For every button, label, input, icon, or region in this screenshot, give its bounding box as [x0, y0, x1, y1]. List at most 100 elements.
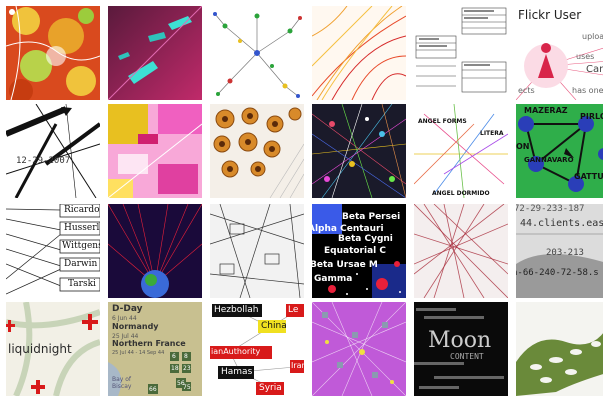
- tile-ip-addresses[interactable]: 72-29-233-187 44.clients.eas 203-213 a-6…: [516, 204, 603, 298]
- philosophers-thumbnail: [6, 204, 100, 298]
- philosopher-4: Darwin: [64, 259, 98, 269]
- org-6: Hamas: [221, 367, 253, 377]
- flickr-word-upload: upload: [582, 32, 603, 41]
- tile-pink-blocks[interactable]: [108, 104, 202, 198]
- teal-shards-thumbnail: [108, 6, 202, 100]
- tile-liquidnight[interactable]: liquidnight: [6, 302, 100, 396]
- org-4: ianAuthority: [211, 347, 261, 356]
- star-1: Beta Persei: [342, 212, 401, 222]
- green-sculpture-thumbnail: [516, 302, 603, 396]
- dday-note: Bay of Biscay: [112, 376, 132, 390]
- tile-teal-shards[interactable]: [108, 6, 202, 100]
- angel-graph-thumbnail: [414, 104, 508, 198]
- red-curves-thumbnail: [312, 6, 406, 100]
- flickr-title: Flickr User: [518, 8, 582, 22]
- heatmap-thumbnail: [6, 6, 100, 100]
- player-5: ON: [516, 142, 530, 151]
- tile-moon-text[interactable]: Moon CONTENT: [414, 302, 508, 396]
- ip-2: 44.clients.eas: [520, 218, 603, 229]
- tile-star-names[interactable]: Beta Persei Alpha Centauri Beta Cygni Eq…: [312, 204, 406, 298]
- star-4: Equatorial C: [324, 246, 386, 256]
- document-form-thumbnail: [414, 6, 508, 100]
- tile-gray-sketch[interactable]: [210, 204, 304, 298]
- ip-addresses-thumbnail: [516, 204, 603, 298]
- dday-title: D-Day: [112, 304, 143, 314]
- tile-red-curves[interactable]: [312, 6, 406, 100]
- philosopher-1: Ricardo: [64, 205, 100, 215]
- flickr-word-hasone: has one: [572, 86, 603, 95]
- star-5: Beta Ursae M: [312, 260, 378, 270]
- tile-flickr-user[interactable]: Flickr User upload uses Came has one ect…: [516, 6, 603, 100]
- flickr-word-came: Came: [586, 64, 603, 75]
- star-6: Gamma: [314, 274, 353, 284]
- purple-mesh-thumbnail: [312, 302, 406, 396]
- dday-badge-6: 66: [149, 386, 157, 393]
- tile-purple-mesh[interactable]: [312, 302, 406, 396]
- moon-word: Moon: [428, 328, 492, 353]
- player-4: GATTU: [574, 172, 603, 181]
- ip-4: a-66-240-72-58.s: [516, 268, 599, 278]
- tile-org-network[interactable]: Hezbollah Le China ianAuthority Iran Ham…: [210, 302, 304, 396]
- dday-map-thumbnail: [108, 302, 202, 396]
- timeline-date: 12-29-2007: [16, 156, 71, 166]
- org-2: Le: [288, 305, 299, 315]
- soccer-network-thumbnail: [516, 104, 603, 198]
- dday-date2: 25 Jul 44: [112, 333, 139, 340]
- gray-sketch-thumbnail: [210, 204, 304, 298]
- tile-tree-network[interactable]: [210, 6, 304, 100]
- tile-philosophers[interactable]: Ricardo Husserl Wittgenstei Darwin Tarsk…: [6, 204, 100, 298]
- red-globe-thumbnail: [108, 204, 202, 298]
- graph-label-c: LITERA: [480, 130, 504, 137]
- tile-timeline-arrows[interactable]: 12-29-2007: [6, 104, 100, 198]
- tile-sunflowers[interactable]: [210, 104, 304, 198]
- player-3: GANNAVARO: [524, 156, 574, 164]
- red-diagonals-thumbnail: [414, 204, 508, 298]
- player-1: MAZERAZ: [524, 106, 568, 115]
- dday-place2: Northern France: [112, 339, 186, 348]
- star-2: Alpha Centauri: [312, 224, 384, 234]
- tile-red-diagonals[interactable]: [414, 204, 508, 298]
- dday-badge-7: 75: [183, 384, 191, 391]
- org-5: Iran: [291, 361, 304, 370]
- player-2: PIRLO: [580, 112, 603, 121]
- dday-badge-4: 23: [183, 365, 191, 372]
- org-network-thumbnail: [210, 302, 304, 396]
- philosopher-3: Wittgenstei: [62, 241, 100, 251]
- star-names-thumbnail: [312, 204, 406, 298]
- graph-label-b: ANGEL DORMIDO: [432, 190, 490, 197]
- flickr-word-ects: ects: [518, 86, 535, 95]
- ip-1: 72-29-233-187: [516, 204, 585, 214]
- tile-angel-graph[interactable]: ANGEL FORMS LITERA ANGEL DORMIDO: [414, 104, 508, 198]
- org-7: Syria: [259, 383, 282, 393]
- tile-heatmap[interactable]: [6, 6, 100, 100]
- graph-label-a: ANGEL FORMS: [418, 118, 467, 125]
- tree-network-thumbnail: [210, 6, 304, 100]
- dday-badge-2: 8: [184, 353, 188, 360]
- tile-soccer-network[interactable]: MAZERAZ PIRLO GANNAVARO GATTU ON: [516, 104, 603, 198]
- dday-badge-5: 56: [177, 380, 185, 387]
- org-3: China: [261, 321, 287, 331]
- liquidnight-label: liquidnight: [8, 342, 72, 356]
- pink-blocks-thumbnail: [108, 104, 202, 198]
- tile-dense-network[interactable]: [312, 104, 406, 198]
- moon-text-thumbnail: [414, 302, 508, 396]
- flickr-word-uses: uses: [576, 52, 595, 61]
- dday-badge-3: 18: [171, 365, 179, 372]
- tile-green-sculpture[interactable]: [516, 302, 603, 396]
- timeline-arrows-thumbnail: [6, 104, 100, 198]
- dday-badge-1: 6: [172, 353, 176, 360]
- star-3: Beta Cygni: [338, 234, 393, 244]
- dday-date1: 6 Jun 44: [112, 315, 137, 322]
- sunflowers-thumbnail: [210, 104, 304, 198]
- tile-document-form[interactable]: [414, 6, 508, 100]
- tile-red-globe[interactable]: [108, 204, 202, 298]
- dday-place1: Normandy: [112, 322, 159, 331]
- dense-network-thumbnail: [312, 104, 406, 198]
- philosopher-2: Husserl: [64, 223, 100, 233]
- dday-date3: 25 Jul 44 - 14 Sep 44: [112, 350, 165, 356]
- liquidnight-thumbnail: [6, 302, 100, 396]
- philosopher-5: Tarski: [68, 279, 96, 289]
- tile-dday-map[interactable]: D-Day 6 Jun 44 Normandy 25 Jul 44 Northe…: [108, 302, 202, 396]
- flickr-user-thumbnail: [516, 6, 603, 100]
